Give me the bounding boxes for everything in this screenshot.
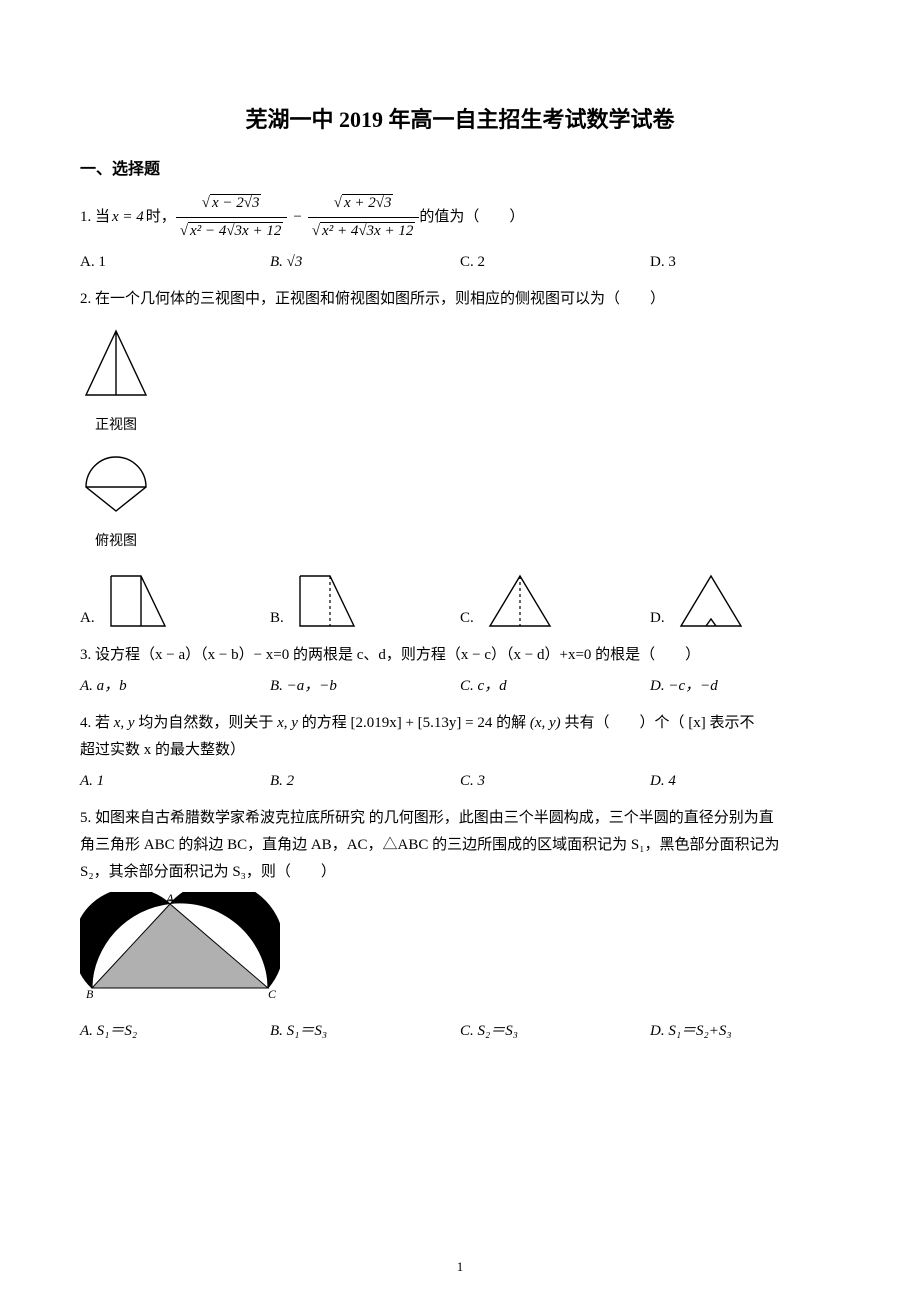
q4-option-b: B. 2 xyxy=(270,768,460,795)
q4-mid4: 共有（ ）个（ xyxy=(564,715,684,731)
q1-frac2: √x + 2√3 √x² + 4√3x + 12 xyxy=(308,190,420,245)
q4-xy2: x, y xyxy=(277,715,298,731)
q5-option-c: C. S₂＝S₃ xyxy=(460,1018,650,1045)
q1-mid: 时， xyxy=(146,204,176,231)
q2-optB-icon xyxy=(294,570,360,632)
section-heading: 一、选择题 xyxy=(80,156,840,185)
q5-line2: 角三角形 ABC 的斜边 BC，直角边 AB，AC，△ABC 的三边所围成的区域… xyxy=(80,832,840,859)
q4-line2: 超过实数 x 的最大整数） xyxy=(80,737,840,764)
q2-front-label: 正视图 xyxy=(80,413,152,438)
q4-mid1: 均为自然数，则关于 xyxy=(138,715,277,731)
q5-option-d: D. S₁＝S₂+S₃ xyxy=(650,1018,840,1045)
q2-optD-label: D. xyxy=(650,605,665,632)
q1-option-b: B. √3 xyxy=(270,249,460,276)
q5-option-a: A. S₁＝S₂ xyxy=(80,1018,270,1045)
q4-xy1: x, y xyxy=(114,715,135,731)
q4-mid5: 表示不 xyxy=(709,715,754,731)
q5-figure: A B C xyxy=(80,892,280,1002)
q1-frac2-den: x² + 4√3x + 12 xyxy=(320,222,415,239)
q1-option-c: C. 2 xyxy=(460,249,650,276)
q1-frac1-num: x − 2√3 xyxy=(210,194,262,211)
q2-option-d: D. xyxy=(650,570,840,632)
q1-prefix: 1. 当 xyxy=(80,204,110,231)
front-view-icon xyxy=(80,325,152,401)
q3-option-c: C. c，d xyxy=(460,673,650,700)
q2-stem: 2. 在一个几何体的三视图中，正视图和俯视图如图所示，则相应的侧视图可以为（ ） xyxy=(80,286,840,313)
q2-option-c: C. xyxy=(460,570,650,632)
q5-label-a: A xyxy=(165,892,174,905)
q1-minus: − xyxy=(293,204,301,231)
q3-option-a: A. a，b xyxy=(80,673,270,700)
q4-eq: [2.019x] + [5.13y] = 24 xyxy=(350,715,492,731)
q2-top-view: 俯视图 xyxy=(80,447,152,554)
q1-xeq: x = 4 xyxy=(112,204,144,231)
q1-suffix: 的值为（ ） xyxy=(419,204,524,231)
q2-optC-icon xyxy=(484,570,556,632)
q1-frac2-num: x + 2√3 xyxy=(342,194,394,211)
page-title: 芜湖一中 2019 年高一自主招生考试数学试卷 xyxy=(80,100,840,140)
q2-top-label: 俯视图 xyxy=(80,529,152,554)
q4-mid3: 的解 xyxy=(496,715,530,731)
question-1: 1. 当 x = 4 时， √x − 2√3 √x² − 4√3x + 12 −… xyxy=(80,190,840,276)
q4-prefix: 4. 若 xyxy=(80,715,114,731)
q2-optA-label: A. xyxy=(80,605,95,632)
q2-option-a: A. xyxy=(80,570,270,632)
q1-option-d: D. 3 xyxy=(650,249,840,276)
q5-line1: 5. 如图来自古希腊数学家希波克拉底所研究 的几何图形，此图由三个半圆构成，三个… xyxy=(80,805,840,832)
q5-label-b: B xyxy=(86,987,94,1001)
q2-front-view: 正视图 xyxy=(80,325,152,438)
q2-optA-icon xyxy=(105,570,171,632)
q5-label-c: C xyxy=(268,987,277,1001)
q4-pair: (x, y) xyxy=(530,715,561,731)
q4-mid2: 的方程 xyxy=(302,715,347,731)
q2-optD-icon xyxy=(675,570,747,632)
q2-optB-label: B. xyxy=(270,605,284,632)
q4-floor: [x] xyxy=(688,715,706,731)
q2-option-b: B. xyxy=(270,570,460,632)
q4-option-c: C. 3 xyxy=(460,768,650,795)
question-3: 3. 设方程（x − a）（x − b）− x=0 的两根是 c、d，则方程（x… xyxy=(80,642,840,700)
q1-frac1: √x − 2√3 √x² − 4√3x + 12 xyxy=(176,190,288,245)
q4-option-a: A. 1 xyxy=(80,768,270,795)
q3-option-b: B. −a，−b xyxy=(270,673,460,700)
top-view-icon xyxy=(80,447,152,517)
q1-frac1-den: x² − 4√3x + 12 xyxy=(188,222,283,239)
q1-option-a: A. 1 xyxy=(80,249,270,276)
question-4: 4. 若 x, y 均为自然数，则关于 x, y 的方程 [2.019x] + … xyxy=(80,710,840,795)
q5-option-b: B. S₁＝S₃ xyxy=(270,1018,460,1045)
q2-optC-label: C. xyxy=(460,605,474,632)
question-2: 2. 在一个几何体的三视图中，正视图和俯视图如图所示，则相应的侧视图可以为（ ）… xyxy=(80,286,840,631)
page-number: 1 xyxy=(0,1255,920,1278)
q3-stem: 3. 设方程（x − a）（x − b）− x=0 的两根是 c、d，则方程（x… xyxy=(80,642,840,669)
question-5: 5. 如图来自古希腊数学家希波克拉底所研究 的几何图形，此图由三个半圆构成，三个… xyxy=(80,805,840,1045)
q3-option-d: D. −c，−d xyxy=(650,673,840,700)
q4-option-d: D. 4 xyxy=(650,768,840,795)
q5-line3: S₂，其余部分面积记为 S₃，则（ ） xyxy=(80,859,840,886)
